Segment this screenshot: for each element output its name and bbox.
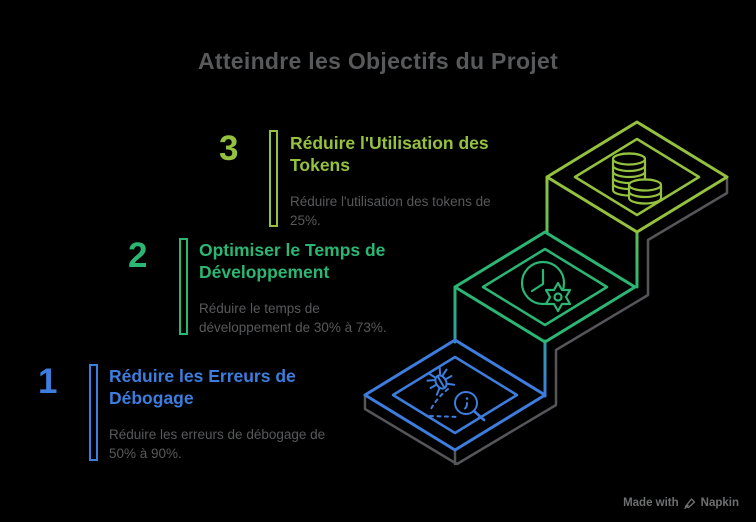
step-2-number: 2 — [128, 236, 148, 275]
step-1-description: Réduire les erreurs de débogage de 50% à… — [109, 427, 326, 461]
step-2-description: Réduire le temps de développement de 30%… — [199, 301, 387, 335]
step-2-heading: Optimiser le Temps de Développement — [199, 240, 386, 282]
step-1-bar — [89, 364, 98, 461]
bug-magnifier-icon — [426, 366, 486, 422]
step-3-platform — [545, 120, 729, 289]
coins-icon — [611, 152, 663, 205]
watermark-brand: Napkin — [700, 497, 739, 509]
step-1-number: 1 — [38, 362, 58, 401]
step-1-heading: Réduire les Erreurs de Débogage — [109, 366, 296, 408]
step-3-bar — [269, 130, 278, 227]
napkin-watermark[interactable]: Made with Napkin — [623, 497, 739, 509]
step-3-heading: Réduire l'Utilisation des Tokens — [290, 133, 489, 175]
step-2-platform — [453, 230, 637, 398]
staircase-base-lines — [363, 175, 729, 466]
clock-gear-icon — [520, 260, 572, 313]
step-2-bar — [179, 238, 188, 335]
step-3-description: Réduire l'utilisation des tokens de 25%. — [290, 194, 491, 228]
step-3-number: 3 — [219, 129, 239, 168]
napkin-pen-icon — [683, 498, 695, 509]
step-1-platform — [363, 338, 547, 452]
page-title: Atteindre les Objectifs du Projet — [197, 48, 559, 74]
watermark-made-with: Made with — [623, 497, 679, 509]
